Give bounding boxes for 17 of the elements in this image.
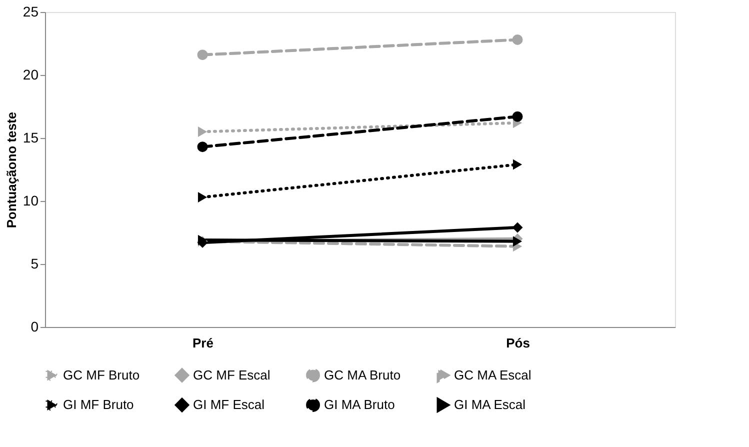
legend-label: GI MA Bruto (324, 397, 395, 412)
legend-label: GI MF Escal (193, 397, 265, 412)
y-tick-label: 15 (22, 130, 39, 146)
x-tick-label: Pós (506, 336, 530, 350)
y-tick-label: 25 (22, 4, 39, 20)
legend-label: GI MA Escal (454, 397, 526, 412)
legend-label: GC MF Bruto (63, 367, 140, 382)
y-axis-title: Pontuaçãono teste (4, 112, 19, 228)
legend-label: GC MA Escal (454, 367, 532, 382)
legend-label: GC MA Bruto (324, 367, 401, 382)
legend-label: GI MF Bruto (63, 397, 134, 412)
y-tick-label: 10 (22, 192, 39, 208)
y-tick-label: 5 (30, 256, 39, 272)
legend-label: GC MF Escal (193, 367, 270, 382)
y-tick-label: 0 (30, 318, 39, 334)
x-tick-label: Pré (192, 336, 214, 350)
y-tick-label: 20 (22, 66, 39, 82)
